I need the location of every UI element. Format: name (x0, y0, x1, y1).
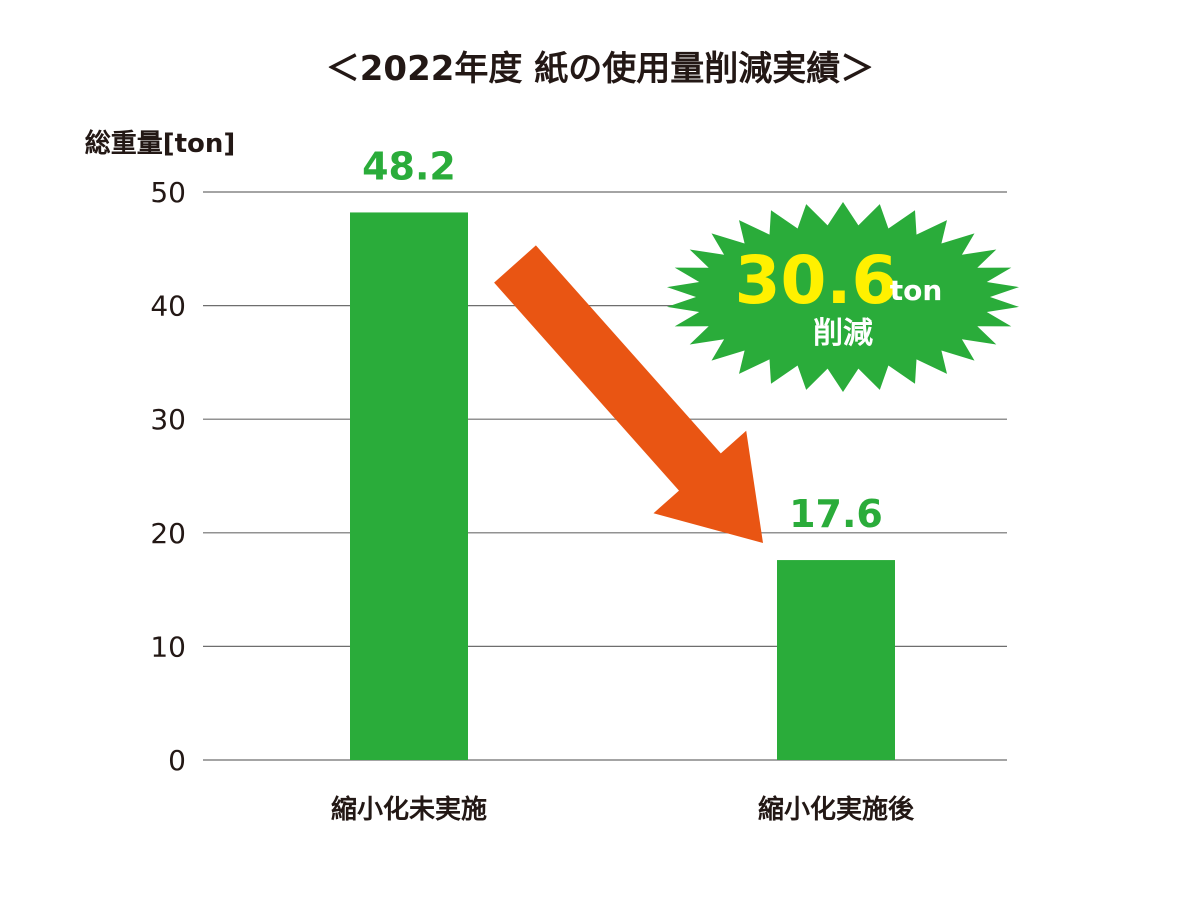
data-label: 17.6 (789, 492, 883, 536)
reduction-unit: ton (890, 274, 943, 307)
data-label: 48.2 (362, 144, 456, 188)
bars: 48.2 縮小化未実施 17.6 縮小化実施後 (331, 144, 915, 825)
reduction-arrow (494, 245, 763, 543)
category-label: 縮小化未実施 (331, 794, 487, 825)
y-tick-label: 20 (150, 517, 186, 550)
reduction-text: 削減 (813, 316, 873, 351)
bar-2 (777, 560, 895, 760)
chart-title: ＜2022年度 紙の使用量削減実績＞ (326, 49, 874, 89)
y-tick-label: 10 (150, 630, 186, 663)
y-tick-label: 40 (150, 290, 186, 323)
reduction-value: 30.6 (735, 242, 898, 319)
y-tick-label: 0 (168, 744, 186, 777)
y-tick-labels: 0 10 20 30 40 50 (150, 176, 186, 777)
bar-1 (350, 212, 468, 760)
y-tick-label: 30 (150, 403, 186, 436)
starburst-shape (667, 202, 1019, 392)
y-tick-label: 50 (150, 176, 186, 209)
arrow-shape (494, 245, 763, 543)
y-axis-label: 総重量[ton] (85, 128, 236, 159)
category-label: 縮小化実施後 (758, 794, 915, 825)
